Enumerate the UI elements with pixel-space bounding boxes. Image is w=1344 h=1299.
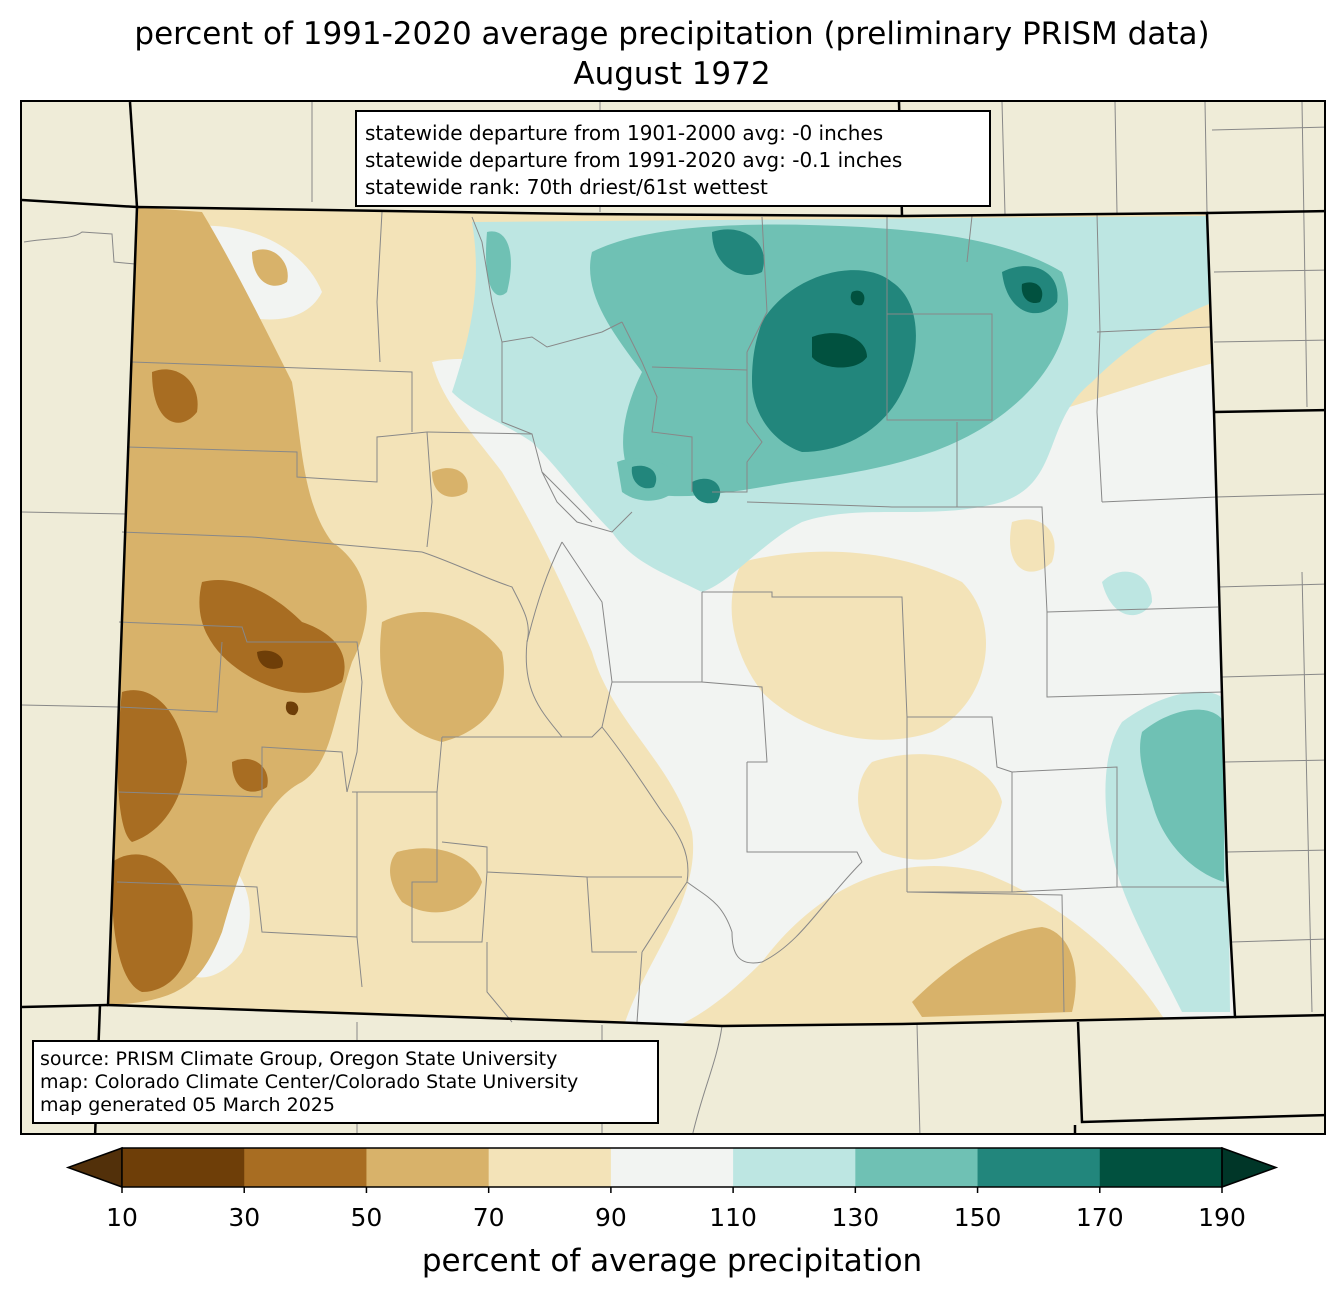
colorbar-segment-30-50 [244,1148,367,1187]
colorbar-under-arrow [65,1146,123,1189]
colorado-county-lines [116,211,1227,1023]
colorbar-tick-label: 110 [709,1203,757,1232]
neighbor-county-lines [22,102,1324,1133]
colorbar-tick-label: 90 [594,1203,627,1232]
colorbar-over-arrow [1221,1146,1279,1189]
source-line: source: PRISM Climate Group, Oregon Stat… [40,1048,558,1070]
stats-line-1901-2000: statewide departure from 1901-2000 avg: … [365,121,884,145]
colorbar-tick-label: 30 [228,1203,261,1232]
colorbar-tick-label: 150 [953,1203,1002,1232]
map-subtitle-date: August 1972 [573,56,771,92]
colorbar-tick-label: 130 [831,1203,880,1232]
colorbar-segment-90-110 [610,1148,734,1187]
colorbar-segment-70-90 [488,1148,612,1187]
colorbar-segment-10-30 [122,1148,245,1187]
colorbar-tick-label: 190 [1198,1203,1246,1232]
stats-line-rank: statewide rank: 70th driest/61st wettest [365,175,768,199]
colorbar [65,1146,1279,1193]
colorbar-segment-110-130 [733,1148,856,1187]
colorbar-segment-50-70 [366,1148,490,1187]
colorbar-tick-label: 170 [1075,1203,1124,1232]
statewide-stats-box: statewide departure from 1901-2000 avg: … [355,110,991,207]
source-credits-box: source: PRISM Climate Group, Oregon Stat… [32,1040,659,1124]
colorbar-tick-label: 10 [106,1203,138,1232]
colorbar-segment-150-170 [977,1148,1101,1187]
colorbar-tick-label: 70 [472,1203,505,1232]
precip-field [108,207,1235,1026]
colorbar-outline [121,1147,1223,1188]
generated-date-line: map generated 05 March 2025 [40,1094,335,1116]
colorado-precip-map [22,102,1324,1133]
colorbar-segment-170-190 [1099,1148,1223,1187]
colorbar-segment-130-150 [855,1148,979,1187]
stats-line-1991-2020: statewide departure from 1991-2020 avg: … [365,148,903,172]
map-credit-line: map: Colorado Climate Center/Colorado St… [40,1071,579,1093]
colorbar-label: percent of average precipitation [421,1243,923,1279]
colorbar-tick-label: 50 [350,1203,383,1232]
map-panel [20,100,1326,1135]
map-title: percent of 1991-2020 average precipitati… [134,16,1210,52]
